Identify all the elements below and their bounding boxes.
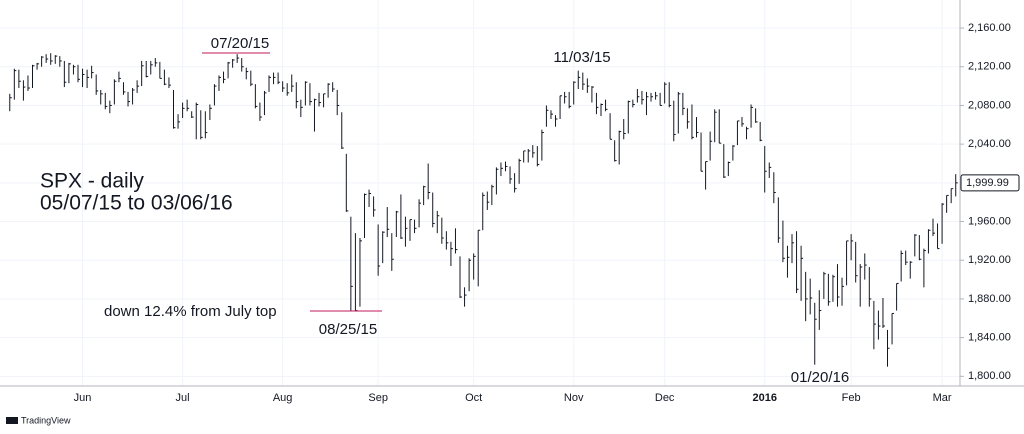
bars	[9, 53, 958, 367]
x-tick-label: Sep	[368, 392, 388, 404]
x-tick-label: Mar	[933, 392, 952, 404]
y-tick-label: 2,080.00	[968, 99, 1011, 111]
y-tick-label: 1,920.00	[968, 254, 1011, 266]
logo-mark	[6, 417, 18, 424]
y-tick-label: 1,960.00	[968, 215, 1011, 227]
annotation: 08/25/15	[319, 321, 377, 338]
last-value-box	[960, 174, 1020, 192]
annotation: 11/03/15	[553, 49, 610, 66]
chart-subtitle: 05/07/15 to 03/06/16	[40, 192, 233, 215]
y-tick-label: 2,120.00	[968, 61, 1011, 73]
y-tick-label: 2,160.00	[968, 22, 1011, 34]
grid	[0, 0, 960, 386]
x-tick-label: Jun	[74, 392, 92, 404]
y-tick-label: 1,880.00	[968, 293, 1011, 305]
y-tick-label: 1,800.00	[968, 370, 1011, 382]
logo: TradingView	[6, 415, 71, 425]
footer: TradingView	[21, 415, 71, 425]
annotation: 01/20/16	[791, 369, 849, 386]
axis: 1,800.00 1,840.00 1,880.00 1,920.00 1,960.00…	[74, 22, 1020, 404]
x-tick-label: Feb	[842, 392, 861, 404]
annotation: down 12.4% from July top	[104, 303, 277, 320]
annotation: 07/20/15	[211, 35, 269, 52]
x-tick-label: Dec	[655, 392, 675, 404]
chart-title: SPX - daily	[40, 170, 144, 193]
x-tick-label: Nov	[564, 392, 584, 404]
x-tick-label: Jul	[176, 392, 190, 404]
y-tick-label: 2,040.00	[968, 138, 1011, 150]
y-tick-label: 1,840.00	[968, 332, 1011, 344]
x-tick-label: Oct	[465, 392, 482, 404]
x-tick-label: Aug	[273, 392, 293, 404]
last-value-label: 1,999.99	[966, 177, 1009, 189]
x-tick-label: 2016	[752, 392, 776, 404]
